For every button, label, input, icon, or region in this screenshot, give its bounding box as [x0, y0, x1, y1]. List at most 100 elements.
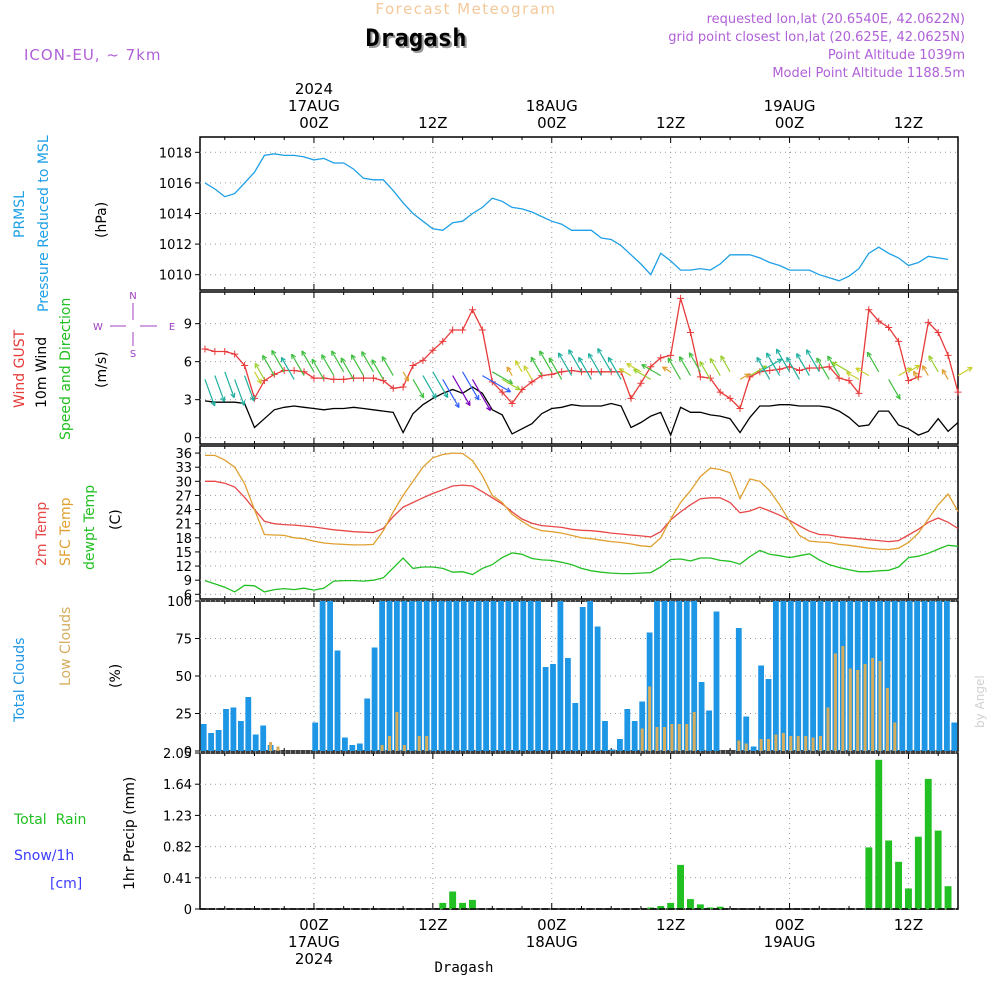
total-cloud-bar: [215, 730, 222, 751]
total-cloud-bar: [929, 601, 935, 751]
total-cloud-bar: [475, 601, 482, 751]
top-time-label: 12Z: [894, 114, 923, 132]
wind-arrowhead: [506, 366, 512, 372]
wind-arrow: [766, 352, 781, 376]
wind-arrowhead: [699, 361, 705, 367]
wind-arrowhead: [210, 400, 216, 407]
total-cloud-bar: [565, 658, 571, 751]
chart-title: Forecast Meteogram: [375, 0, 556, 18]
bottom-time-label: 12Z: [418, 916, 447, 934]
wind-arrowhead: [776, 358, 783, 364]
model-altitude: Model Point Altitude 1188.5m: [772, 66, 965, 81]
total-cloud-bar: [468, 601, 475, 751]
wind-arrow: [331, 350, 345, 373]
wind-arrow: [607, 357, 622, 380]
rain-bar: [667, 902, 675, 909]
wind-arrowhead: [465, 400, 471, 407]
wind-arrowhead: [539, 350, 545, 356]
total-cloud-bar: [899, 601, 906, 751]
gust-point: [677, 294, 685, 302]
total-cloud-bar: [594, 626, 601, 751]
top-time-label: 00Z: [537, 114, 566, 132]
gust-point: [241, 361, 249, 369]
y-tick-label: 33: [175, 461, 192, 476]
y-tick-label: 6: [184, 588, 192, 603]
wind-arrowhead: [805, 349, 812, 355]
wind-arrowhead: [626, 363, 632, 369]
y-tick-label: 75: [175, 633, 192, 648]
low-cloud-bar: [685, 724, 689, 751]
wind-arrowhead: [587, 353, 594, 359]
gust-point: [895, 337, 903, 345]
wind-arrowhead: [641, 364, 647, 370]
closest-coords: grid point closest lon,lat (20.625E, 42.…: [668, 30, 965, 45]
total-cloud-bar: [431, 601, 437, 751]
gust-point: [310, 374, 318, 382]
snow-unit-label: [cm]: [50, 876, 82, 892]
top-time-label: 00Z: [299, 114, 328, 132]
wind-arrowhead: [618, 368, 625, 374]
sfc-ylabel: SFC Temp: [58, 497, 74, 566]
gust-point: [389, 384, 397, 392]
wind-arrow: [739, 373, 750, 380]
total-cloud-bar: [498, 601, 504, 751]
wind-arrowhead: [928, 355, 934, 361]
low-cloud-bar: [819, 736, 822, 751]
low-cloud-bar: [856, 670, 860, 751]
wind-arrow: [908, 364, 920, 373]
wind-arrow: [492, 371, 513, 385]
y-tick-label: 1016: [159, 177, 192, 192]
total-cloud-bar: [750, 746, 757, 751]
low-cloud-bar: [402, 745, 406, 751]
low-cloud-bar: [871, 658, 875, 751]
gust-point: [875, 317, 883, 325]
wind-arrow: [928, 355, 939, 373]
wind-arrow: [866, 351, 880, 373]
wind-arrow: [402, 371, 410, 382]
y-tick-label: 24: [175, 504, 192, 519]
gust-point: [498, 388, 506, 396]
wind-arrowhead: [256, 378, 262, 385]
total-cloud-bar: [505, 601, 512, 751]
wind-arrowhead: [827, 355, 833, 361]
total-cloud-bar: [512, 601, 519, 751]
sfc-temp-line: [205, 452, 959, 551]
requested-coords: requested lon,lat (20.6540E, 42.0622N): [707, 12, 965, 27]
total-cloud-bar: [743, 716, 750, 751]
rain-bar: [657, 906, 665, 909]
wind-arrowhead: [249, 395, 255, 402]
y-tick-label: 1018: [159, 146, 192, 161]
wind-arrowhead: [688, 352, 694, 358]
wind-arrowhead: [578, 356, 584, 363]
top-time-label: 17AUG: [288, 97, 340, 115]
gust-point: [657, 354, 665, 362]
wind-arrow: [720, 355, 731, 373]
wind-arrow: [442, 379, 460, 408]
total-cloud-bar: [795, 601, 802, 751]
wind-arrow: [597, 348, 612, 373]
y-tick-label: 0.82: [163, 841, 192, 856]
wind-arrow: [786, 357, 800, 380]
total-cloud-bar: [319, 601, 326, 751]
wind-arrow: [482, 375, 511, 393]
wind-arrow: [888, 379, 901, 400]
gust-point: [904, 377, 912, 385]
rain-bar: [895, 861, 902, 909]
low-cloud-bar: [670, 724, 674, 751]
low-cloud-bar: [425, 736, 429, 751]
total-cloud-bar: [520, 601, 527, 751]
y-tick-label: 1.23: [163, 809, 192, 824]
wind-arrowhead: [756, 356, 762, 363]
wind-arrowhead: [371, 359, 377, 365]
y-tick-label: 1010: [159, 269, 192, 284]
total-cloud-bar: [602, 721, 608, 751]
rain-bar: [924, 778, 932, 909]
total-cloud-bar: [951, 722, 958, 751]
wind10m-ylabel: 10m Wind: [34, 337, 50, 408]
low-cloud-bar: [648, 686, 652, 751]
total-cloud-bar: [884, 601, 891, 751]
total-cloud-bar: [327, 601, 333, 751]
gust-point: [330, 375, 338, 383]
y-tick-label: 36: [175, 447, 192, 462]
